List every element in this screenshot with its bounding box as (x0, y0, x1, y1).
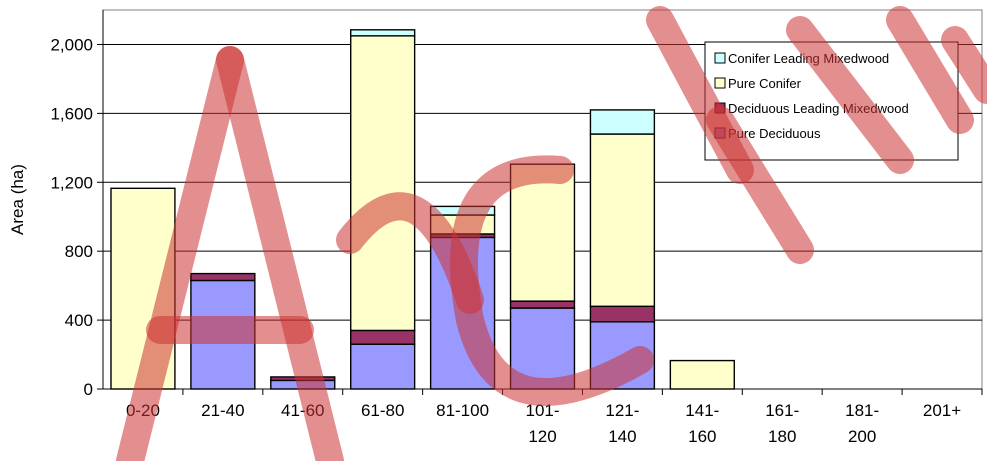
legend-swatch (714, 52, 726, 64)
x-tick-label: 201+ (923, 401, 961, 420)
y-tick-label: 2,000 (50, 35, 93, 54)
x-tick-labels: 0-20 21-40 41-60 61-80 81-100 101- 120 121- 140 1… (126, 401, 961, 446)
bar-pure-conifer (350, 35, 416, 332)
x-tick-label: 180 (768, 427, 796, 446)
legend-label: Pure Conifer (728, 76, 802, 91)
bar-pure-conifer (509, 163, 576, 302)
legend-label: Pure Deciduous (728, 126, 821, 141)
bar-conifer-leading-mixedwood (589, 109, 656, 135)
bar-conifer-leading-mixedwood (429, 205, 496, 216)
bar-pure-deciduous (190, 279, 256, 390)
bar-pure-deciduous (350, 343, 416, 390)
x-tick-label: 81-100 (436, 401, 489, 420)
bar-pure-deciduous (509, 307, 576, 390)
x-tick-label: 141- (685, 401, 719, 420)
bar-deciduous-leading-mixedwood (589, 305, 656, 323)
x-tick-label: 121- (605, 401, 639, 420)
bar-deciduous-leading-mixedwood (190, 272, 256, 282)
x-tick-label: 200 (848, 427, 876, 446)
legend-swatch (714, 77, 726, 89)
bar-deciduous-leading-mixedwood (350, 329, 416, 345)
y-tick-label: 0 (84, 380, 93, 399)
x-tick-label: 161- (765, 401, 799, 420)
y-tick-label: 800 (65, 242, 93, 261)
legend-swatch (714, 102, 726, 114)
legend: Conifer Leading Mixedwood Pure Conifer Dec… (704, 41, 959, 161)
x-tick-label: 101- (525, 401, 559, 420)
y-tick-label: 1,200 (50, 173, 93, 192)
x-tick-label: 0-20 (126, 401, 160, 420)
bar-pure-deciduous (270, 379, 336, 390)
y-tick-label: 400 (65, 311, 93, 330)
bar-pure-conifer (429, 214, 496, 235)
bar-conifer-leading-mixedwood (350, 29, 416, 37)
x-tick-label: 120 (528, 427, 556, 446)
bar-pure-deciduous (429, 236, 496, 390)
x-tick-label: 181- (845, 401, 879, 420)
x-tick-label: 140 (608, 427, 636, 446)
bar-pure-conifer (110, 187, 176, 390)
x-tick-label: 160 (688, 427, 716, 446)
x-tick-label: 21-40 (201, 401, 244, 420)
bar-pure-deciduous (589, 321, 656, 390)
y-tick-label: 1,600 (50, 104, 93, 123)
bar-deciduous-leading-mixedwood (270, 376, 336, 382)
y-tick-labels: 0 400 800 1,200 1,600 2,000 (50, 35, 93, 399)
bar-pure-conifer (669, 359, 735, 390)
legend-label: Deciduous Leading Mixedwood (728, 101, 909, 116)
x-tick-label: 61-80 (361, 401, 404, 420)
bar-pure-conifer (589, 133, 656, 308)
x-tick-label: 41-60 (281, 401, 324, 420)
bars (110, 29, 735, 390)
bar-deciduous-leading-mixedwood (509, 300, 576, 309)
legend-swatch (714, 127, 726, 139)
y-axis-title: Area (ha) (8, 164, 27, 235)
legend-label: Conifer Leading Mixedwood (728, 51, 889, 66)
